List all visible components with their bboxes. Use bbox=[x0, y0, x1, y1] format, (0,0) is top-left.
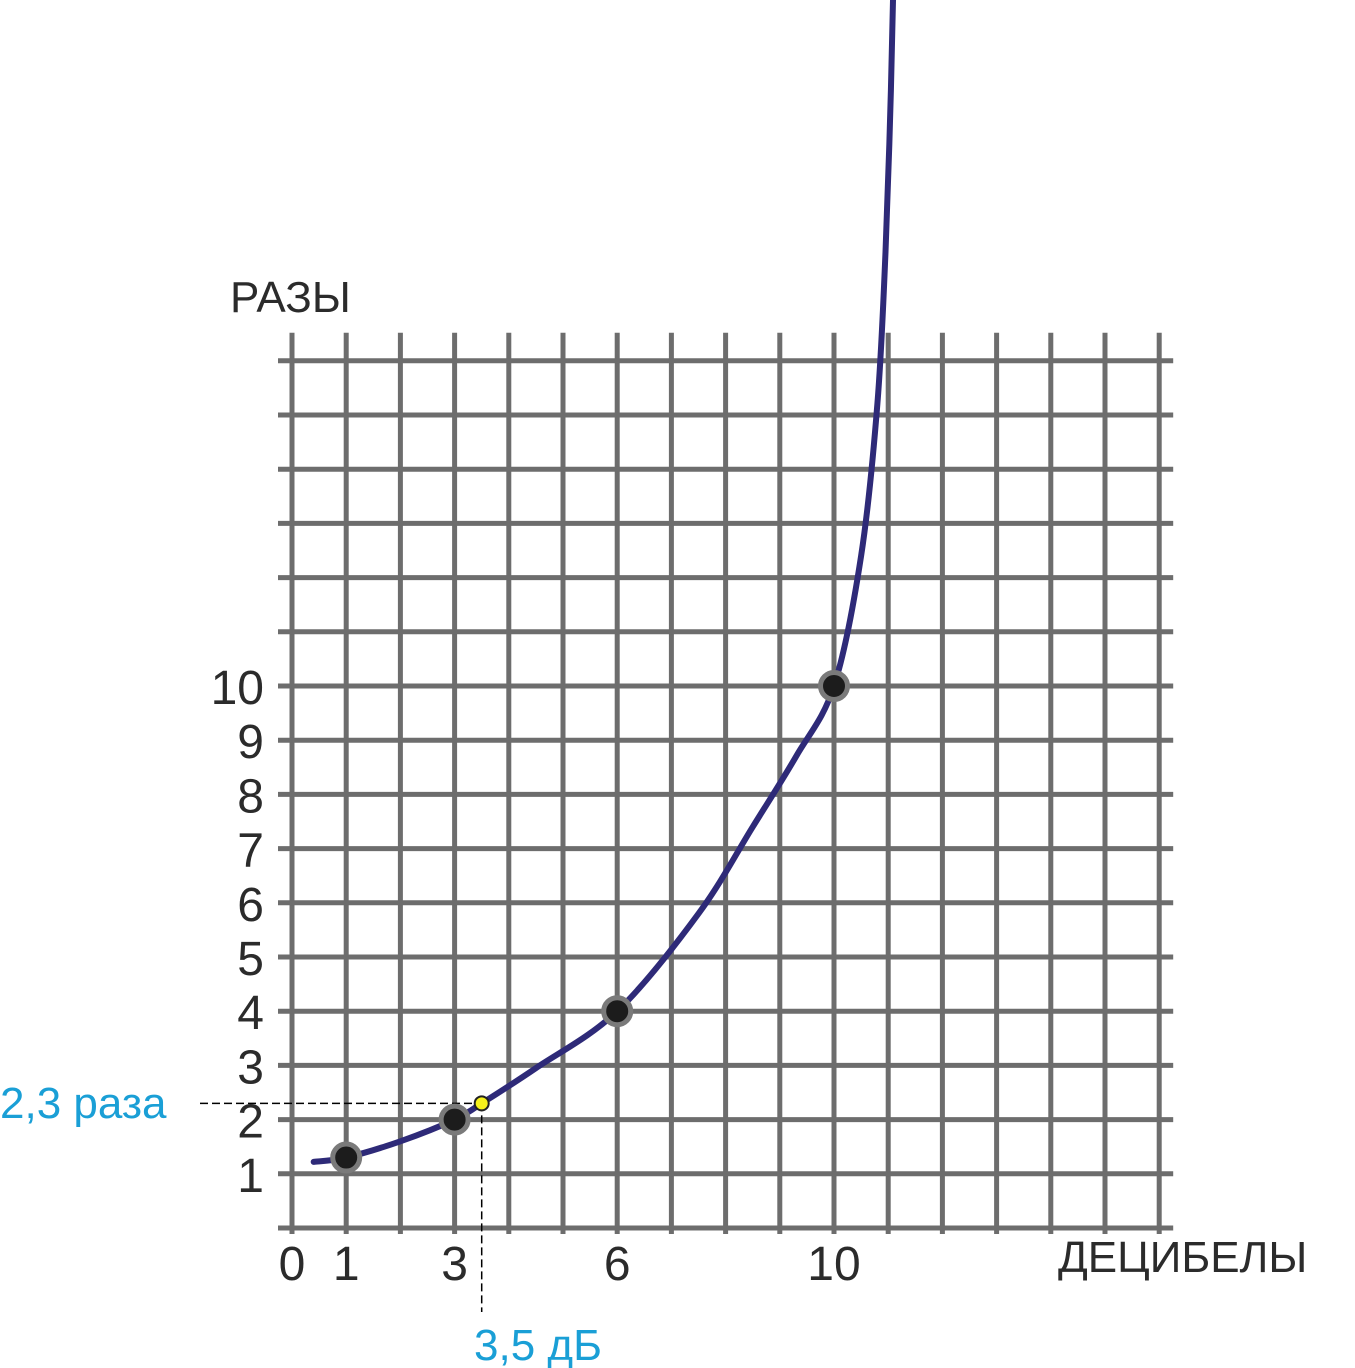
x-tick-0: 0 bbox=[279, 1238, 306, 1291]
y-tick-4: 4 bbox=[237, 987, 264, 1040]
data-point-4 bbox=[818, 670, 850, 702]
annotation-y-label: 2,3 раза bbox=[0, 1079, 167, 1128]
highlight-point bbox=[473, 1095, 490, 1112]
data-point-2 bbox=[438, 1103, 471, 1136]
x-tick-3: 3 bbox=[441, 1238, 468, 1291]
annotation-guides bbox=[200, 1102, 483, 1312]
y-tick-10: 10 bbox=[211, 662, 264, 715]
x-tick-labels: 0 1 3 6 10 bbox=[279, 1238, 861, 1291]
x-tick-10: 10 bbox=[807, 1238, 860, 1291]
y-tick-8: 8 bbox=[237, 770, 264, 823]
y-tick-6: 6 bbox=[237, 879, 264, 932]
grid bbox=[278, 332, 1174, 1234]
y-tick-7: 7 bbox=[237, 825, 264, 878]
y-tick-5: 5 bbox=[237, 933, 264, 986]
y-tick-1: 1 bbox=[237, 1150, 264, 1203]
y-axis-title: РАЗЫ bbox=[230, 273, 351, 322]
y-tick-3: 3 bbox=[237, 1041, 264, 1094]
x-tick-1: 1 bbox=[333, 1238, 360, 1291]
annotation-x-label: 3,5 дБ bbox=[474, 1321, 602, 1368]
x-tick-6: 6 bbox=[604, 1238, 631, 1291]
x-axis-title: ДЕЦИБЕЛЫ bbox=[1058, 1233, 1307, 1282]
y-tick-2: 2 bbox=[237, 1096, 264, 1149]
data-point-1 bbox=[330, 1141, 363, 1174]
data-point-3 bbox=[601, 995, 634, 1028]
y-tick-9: 9 bbox=[237, 716, 264, 769]
data-points bbox=[330, 670, 850, 1174]
